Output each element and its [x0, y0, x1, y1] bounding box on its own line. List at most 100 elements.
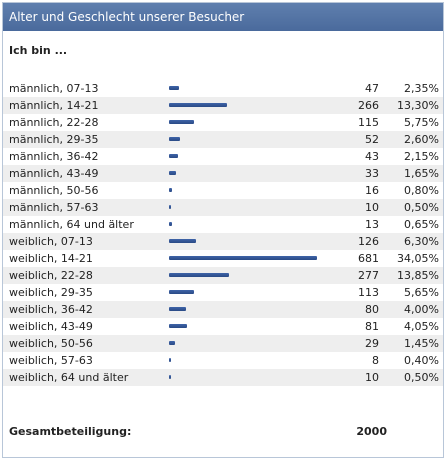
row-count: 681 [358, 252, 379, 265]
row-count: 277 [358, 269, 379, 282]
row-label: männlich, 57-63 [9, 201, 99, 214]
row-bar-cell [169, 182, 329, 199]
row-bar-cell [169, 97, 329, 114]
row-bar-cell [169, 80, 329, 97]
share-bar [169, 154, 178, 158]
panel-header: Alter und Geschlecht unserer Besucher [3, 3, 443, 31]
row-label: männlich, 36-42 [9, 150, 99, 163]
result-row: weiblich, 43-49 81 4,05% [3, 318, 443, 335]
row-percent: 13,85% [397, 269, 439, 282]
row-percent: 2,35% [404, 82, 439, 95]
result-row: weiblich, 22-28 277 13,85% [3, 267, 443, 284]
row-label: weiblich, 14-21 [9, 252, 93, 265]
row-count: 13 [365, 218, 379, 231]
result-row: männlich, 29-35 52 2,60% [3, 131, 443, 148]
result-row: weiblich, 36-42 80 4,00% [3, 301, 443, 318]
row-percent: 0,50% [404, 371, 439, 384]
row-percent: 2,60% [404, 133, 439, 146]
result-row: männlich, 14-21 266 13,30% [3, 97, 443, 114]
row-percent: 34,05% [397, 252, 439, 265]
row-label: weiblich, 57-63 [9, 354, 93, 367]
share-bar [169, 103, 227, 107]
row-percent: 0,80% [404, 184, 439, 197]
row-label: weiblich, 50-56 [9, 337, 93, 350]
row-percent: 13,30% [397, 99, 439, 112]
result-row: weiblich, 07-13 126 6,30% [3, 233, 443, 250]
row-percent: 0,65% [404, 218, 439, 231]
row-bar-cell [169, 233, 329, 250]
share-bar [169, 86, 179, 90]
row-label: männlich, 14-21 [9, 99, 99, 112]
result-row: weiblich, 64 und älter 10 0,50% [3, 369, 443, 386]
row-label: männlich, 50-56 [9, 184, 99, 197]
result-row: männlich, 50-56 16 0,80% [3, 182, 443, 199]
row-count: 52 [365, 133, 379, 146]
row-bar-cell [169, 318, 329, 335]
row-label: männlich, 43-49 [9, 167, 99, 180]
row-label: männlich, 29-35 [9, 133, 99, 146]
row-percent: 2,15% [404, 150, 439, 163]
row-count: 33 [365, 167, 379, 180]
row-count: 47 [365, 82, 379, 95]
row-label: weiblich, 64 und älter [9, 371, 129, 384]
share-bar [169, 273, 229, 277]
row-count: 126 [358, 235, 379, 248]
row-label: weiblich, 22-28 [9, 269, 93, 282]
results-table: männlich, 07-13 47 2,35% männlich, 14-21 266… [3, 80, 443, 386]
share-bar [169, 256, 317, 260]
row-bar-cell [169, 199, 329, 216]
row-bar-cell [169, 352, 329, 369]
row-label: männlich, 22-28 [9, 116, 99, 129]
row-label: männlich, 07-13 [9, 82, 99, 95]
row-percent: 5,75% [404, 116, 439, 129]
row-count: 29 [365, 337, 379, 350]
row-percent: 5,65% [404, 286, 439, 299]
share-bar [169, 290, 194, 294]
question-text: Ich bin ... [9, 44, 68, 57]
result-row: weiblich, 57-63 8 0,40% [3, 352, 443, 369]
row-label: weiblich, 29-35 [9, 286, 93, 299]
result-row: weiblich, 29-35 113 5,65% [3, 284, 443, 301]
share-bar [169, 188, 172, 192]
share-bar [169, 341, 175, 345]
row-bar-cell [169, 216, 329, 233]
row-bar-cell [169, 369, 329, 386]
row-count: 8 [372, 354, 379, 367]
row-bar-cell [169, 250, 329, 267]
row-bar-cell [169, 267, 329, 284]
row-count: 81 [365, 320, 379, 333]
result-row: männlich, 43-49 33 1,65% [3, 165, 443, 182]
row-count: 80 [365, 303, 379, 316]
share-bar [169, 171, 176, 175]
row-label: männlich, 64 und älter [9, 218, 134, 231]
row-count: 10 [365, 371, 379, 384]
row-label: weiblich, 07-13 [9, 235, 93, 248]
total-label: Gesamtbeteiligung: [9, 425, 132, 438]
row-percent: 1,65% [404, 167, 439, 180]
panel-title: Alter und Geschlecht unserer Besucher [9, 10, 245, 24]
row-count: 266 [358, 99, 379, 112]
result-row: weiblich, 14-21 681 34,05% [3, 250, 443, 267]
row-bar-cell [169, 335, 329, 352]
row-bar-cell [169, 148, 329, 165]
result-row: männlich, 07-13 47 2,35% [3, 80, 443, 97]
row-percent: 0,40% [404, 354, 439, 367]
row-count: 43 [365, 150, 379, 163]
row-count: 16 [365, 184, 379, 197]
share-bar [169, 358, 171, 362]
total-row: Gesamtbeteiligung: 2000 [3, 423, 443, 441]
share-bar [169, 239, 196, 243]
share-bar [169, 324, 187, 328]
row-count: 113 [358, 286, 379, 299]
row-percent: 1,45% [404, 337, 439, 350]
result-row: männlich, 36-42 43 2,15% [3, 148, 443, 165]
share-bar [169, 222, 172, 226]
share-bar [169, 120, 194, 124]
result-row: männlich, 22-28 115 5,75% [3, 114, 443, 131]
row-bar-cell [169, 284, 329, 301]
row-bar-cell [169, 131, 329, 148]
row-bar-cell [169, 114, 329, 131]
share-bar [169, 375, 171, 379]
row-percent: 6,30% [404, 235, 439, 248]
share-bar [169, 307, 186, 311]
